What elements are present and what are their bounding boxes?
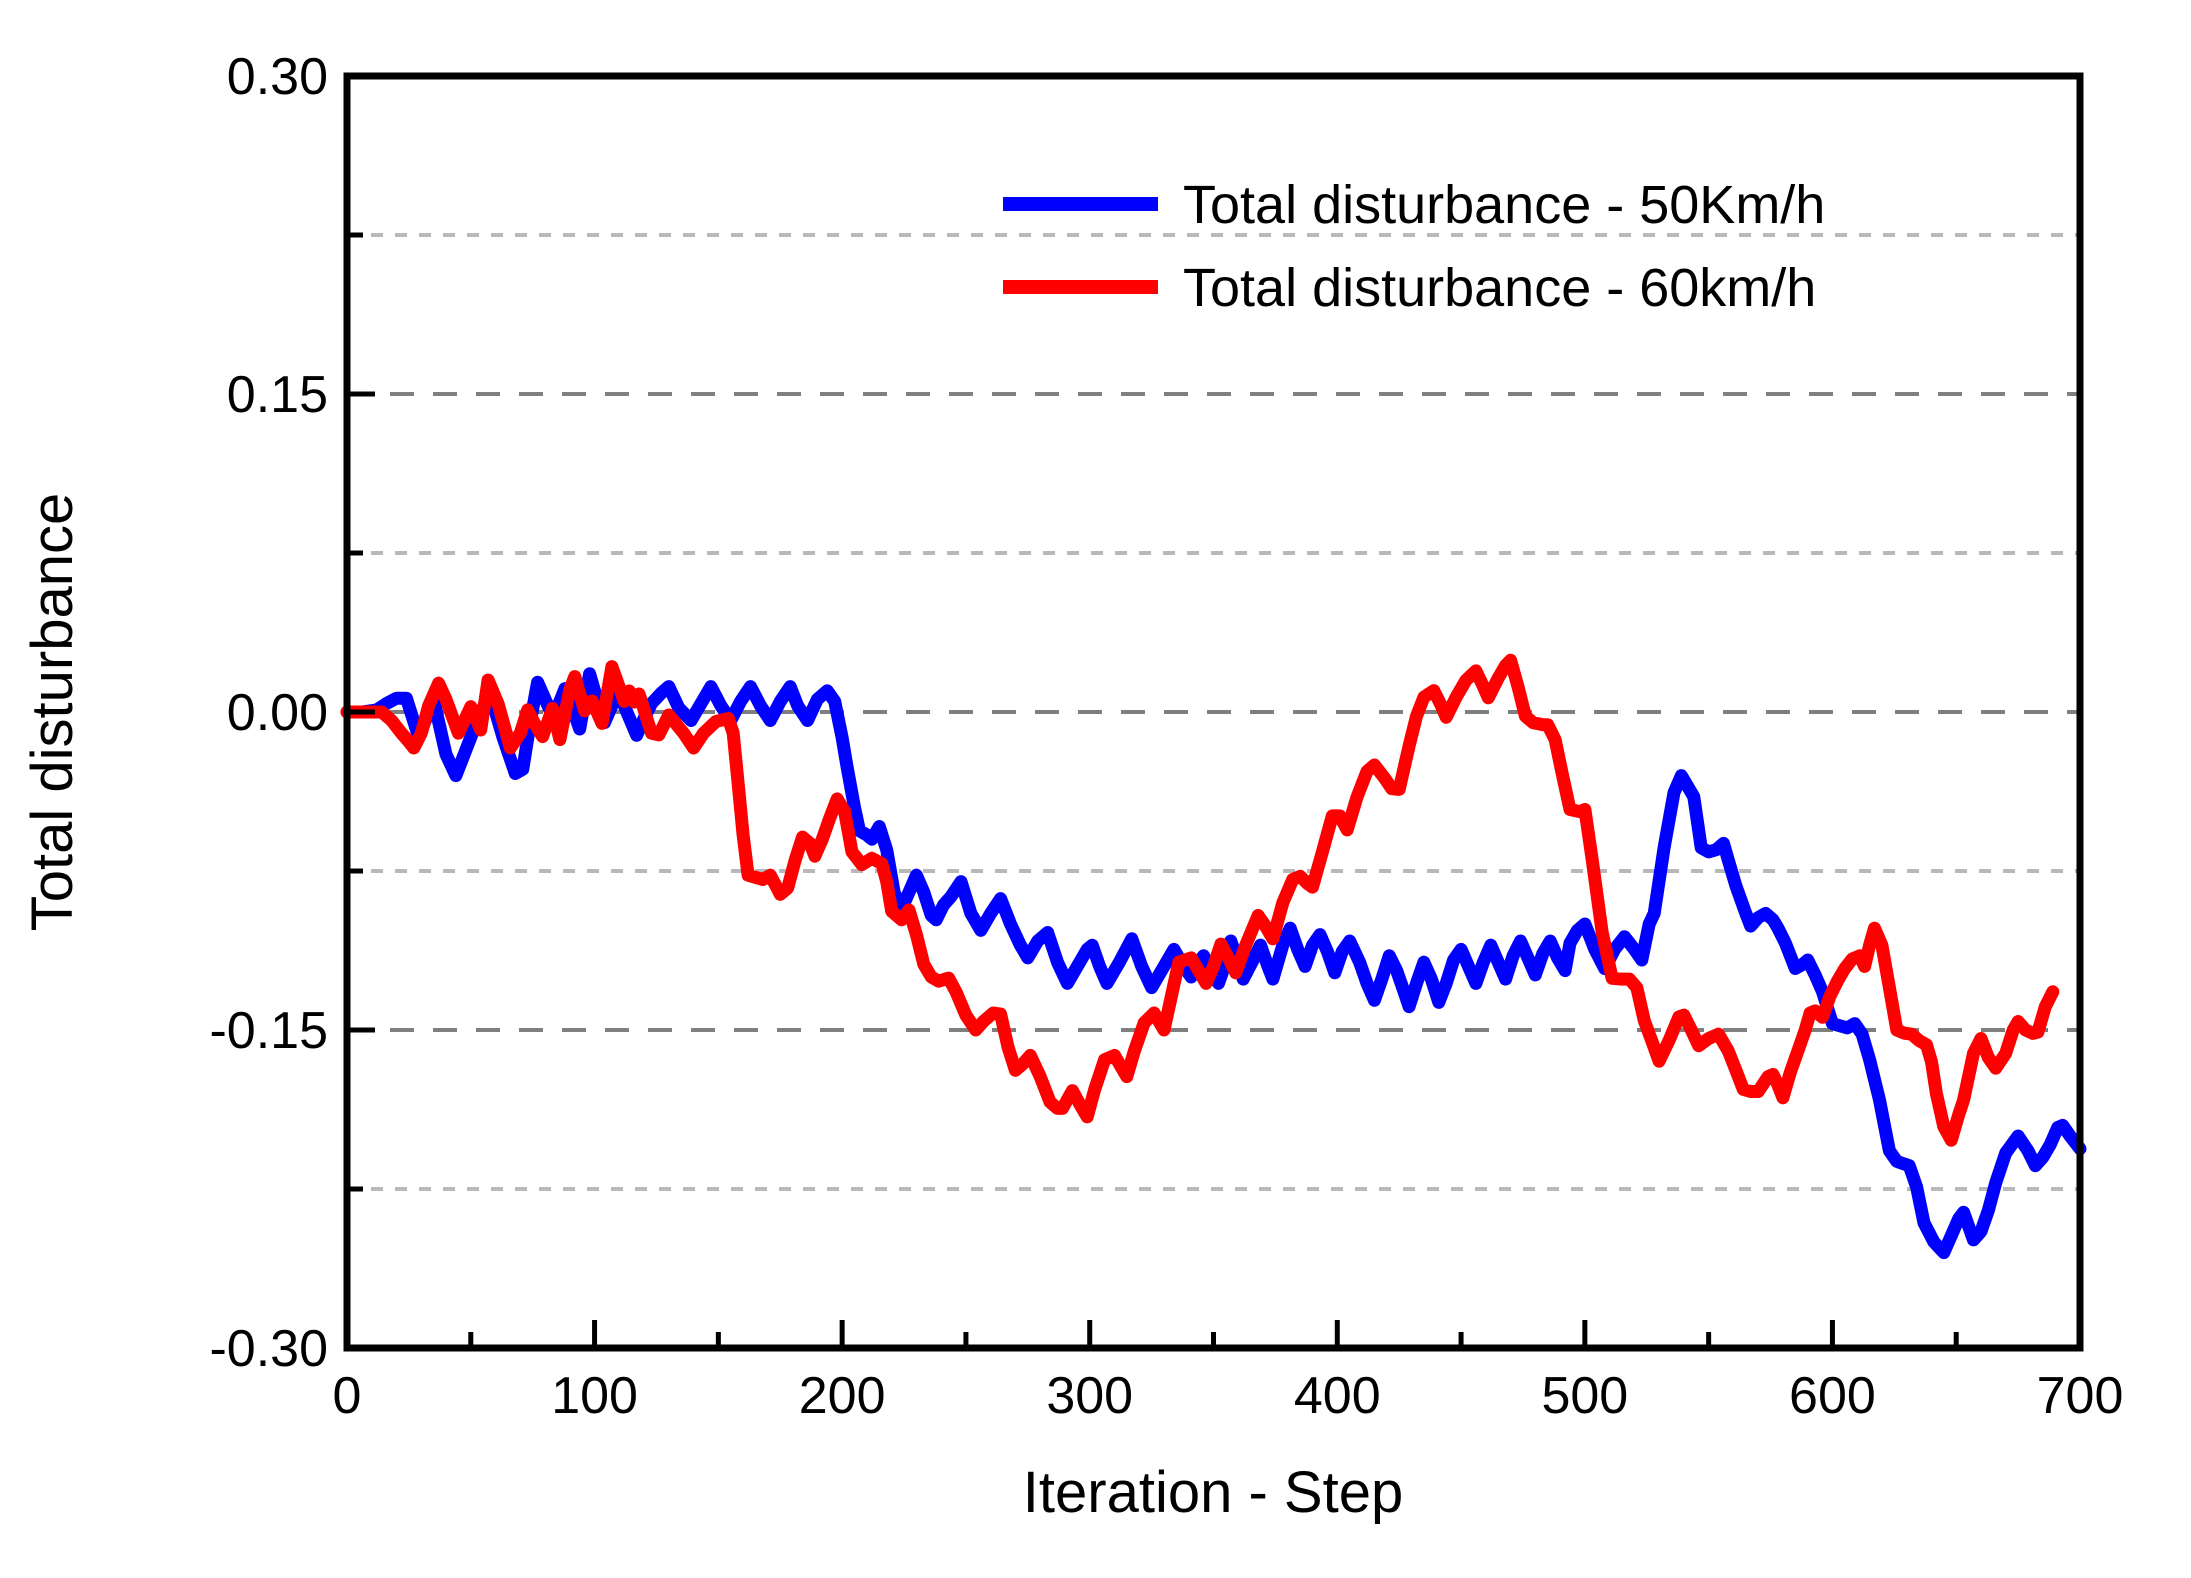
series-line-50Km/h [340, 667, 2087, 1260]
data-series [340, 653, 2087, 1260]
x-tick-label: 400 [1294, 1367, 1381, 1425]
gridlines [347, 233, 2080, 1191]
x-axis-title: Iteration - Step [1023, 1460, 1403, 1525]
x-tick-label: 500 [1541, 1367, 1628, 1425]
legend-label-60kmh: Total disturbance - 60km/h [1183, 258, 1816, 318]
axis-tick-labels: 0 100 200 300 400 500 600 700 0.30 0.15 0.00 -0.15 -… [209, 48, 2123, 1425]
x-tick-label: 700 [2037, 1367, 2124, 1425]
y-tick-label: 0.00 [227, 684, 328, 742]
y-tick-label: -0.15 [209, 1002, 328, 1060]
legend-label-50kmh: Total disturbance - 50Km/h [1183, 175, 1825, 235]
axis-ticks [344, 73, 2083, 1351]
x-tick-label: 0 [333, 1367, 362, 1425]
legend: Total disturbance - 50Km/h Total disturb… [1003, 175, 1825, 318]
y-tick-label: -0.30 [209, 1320, 328, 1378]
y-axis-title: Total disturbance [20, 493, 85, 931]
x-tick-label: 300 [1046, 1367, 1133, 1425]
series-line-60km/h [340, 653, 2060, 1147]
x-tick-label: 100 [551, 1367, 638, 1425]
x-tick-label: 200 [799, 1367, 886, 1425]
y-tick-label: 0.15 [227, 366, 328, 424]
x-tick-label: 600 [1789, 1367, 1876, 1425]
y-tick-label: 0.30 [227, 48, 328, 106]
